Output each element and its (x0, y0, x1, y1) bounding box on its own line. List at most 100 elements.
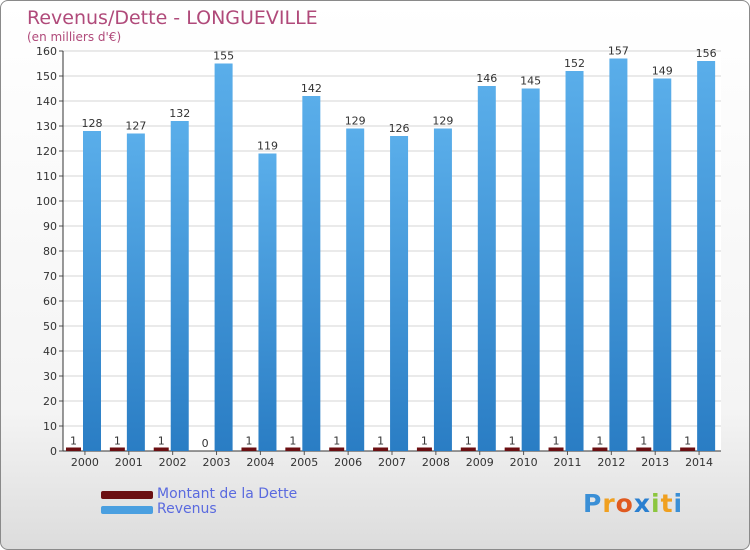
revenue-value-label: 156 (696, 47, 717, 60)
debt-bar (66, 447, 81, 451)
x-tick-label: 2002 (159, 456, 187, 469)
debt-bar (548, 447, 564, 451)
logo-letter: r (602, 489, 616, 518)
y-tick-label: 10 (43, 420, 57, 433)
x-tick-label: 2010 (510, 456, 538, 469)
x-tick-label: 2005 (290, 456, 318, 469)
logo-letter: x (633, 489, 651, 518)
revenue-value-label: 149 (652, 65, 673, 78)
y-tick-label: 40 (43, 345, 57, 358)
debt-value-label: 1 (509, 435, 516, 448)
debt-bar (153, 447, 169, 451)
revenue-bar (433, 128, 452, 451)
debt-value-label: 1 (70, 435, 77, 448)
revenue-value-label: 126 (389, 122, 410, 135)
debt-value-label: 1 (114, 435, 121, 448)
y-tick-label: 90 (43, 220, 57, 233)
revenue-bar (653, 78, 672, 451)
y-tick-label: 130 (36, 120, 57, 133)
debt-value-label: 1 (289, 435, 296, 448)
debt-value-label: 1 (377, 435, 384, 448)
revenue-bar (83, 131, 101, 451)
debt-value-label: 1 (465, 435, 472, 448)
debt-bar (460, 447, 476, 451)
x-tick-label: 2001 (115, 456, 143, 469)
logo-letter: i (673, 489, 684, 518)
debt-value-label: 1 (333, 435, 340, 448)
debt-value-label: 1 (553, 435, 560, 448)
y-tick-label: 110 (36, 170, 57, 183)
revenue-value-label: 129 (345, 115, 366, 128)
revenue-bar (477, 86, 496, 451)
debt-bar (109, 447, 125, 451)
debt-value-label: 1 (421, 435, 428, 448)
y-tick-label: 30 (43, 370, 57, 383)
revenue-bar (565, 71, 584, 451)
debt-bar (636, 447, 652, 451)
revenue-value-label: 129 (432, 115, 453, 128)
legend-swatch-revenus (101, 506, 153, 514)
x-tick-label: 2007 (378, 456, 406, 469)
revenue-value-label: 119 (257, 140, 278, 153)
revenue-value-label: 146 (476, 72, 497, 85)
revenue-value-label: 152 (564, 57, 585, 70)
y-tick-label: 0 (50, 445, 57, 458)
y-tick-label: 70 (43, 270, 57, 283)
x-tick-label: 2008 (422, 456, 450, 469)
x-tick-label: 2006 (334, 456, 362, 469)
x-tick-label: 2011 (553, 456, 581, 469)
revenue-value-label: 128 (82, 117, 103, 130)
x-tick-label: 2012 (597, 456, 625, 469)
debt-value-label: 1 (158, 435, 165, 448)
x-tick-label: 2013 (641, 456, 669, 469)
x-tick-label: 2000 (71, 456, 99, 469)
revenue-value-label: 145 (520, 75, 541, 88)
proxiti-logo: Proxiti (583, 489, 683, 518)
revenue-value-label: 132 (169, 107, 190, 120)
legend-swatch-dette (101, 491, 153, 499)
debt-bar (416, 447, 432, 451)
y-tick-label: 100 (36, 195, 57, 208)
revenue-bar (609, 58, 628, 451)
x-tick-label: 2014 (685, 456, 713, 469)
y-tick-label: 160 (36, 45, 57, 58)
debt-bar (592, 447, 608, 451)
revenue-bar (170, 121, 189, 451)
debt-bar (329, 447, 345, 451)
revenue-bar (346, 128, 365, 451)
x-tick-label: 2009 (466, 456, 494, 469)
logo-letter: t (660, 489, 674, 518)
y-tick-label: 80 (43, 245, 57, 258)
revenue-bar (390, 136, 409, 451)
debt-bar (504, 447, 520, 451)
debt-value-label: 0 (202, 437, 209, 450)
revenue-bar (258, 153, 277, 451)
logo-letter: o (615, 489, 634, 518)
logo-letter: P (583, 489, 603, 518)
x-tick-label: 2003 (203, 456, 231, 469)
debt-value-label: 1 (245, 435, 252, 448)
y-tick-label: 120 (36, 145, 57, 158)
y-tick-label: 60 (43, 295, 57, 308)
revenue-bar (697, 61, 716, 451)
legend-label-revenus: Revenus (157, 501, 217, 517)
revenue-bar (126, 133, 145, 451)
debt-value-label: 1 (640, 435, 647, 448)
revenue-value-label: 155 (213, 50, 234, 63)
revenue-bar (521, 88, 540, 451)
debt-bar (285, 447, 301, 451)
y-tick-label: 50 (43, 320, 57, 333)
debt-bar (680, 447, 696, 451)
chart-subtitle: (en milliers d'€) (27, 30, 122, 44)
y-tick-label: 20 (43, 395, 57, 408)
revenue-value-label: 142 (301, 82, 322, 95)
chart-title: Revenus/Dette - LONGUEVILLE (27, 7, 318, 29)
debt-value-label: 1 (684, 435, 691, 448)
revenue-bar (302, 96, 321, 451)
debt-bar (373, 447, 389, 451)
legend-label-dette: Montant de la Dette (157, 486, 298, 502)
debt-value-label: 1 (596, 435, 603, 448)
revenue-value-label: 157 (608, 45, 629, 58)
